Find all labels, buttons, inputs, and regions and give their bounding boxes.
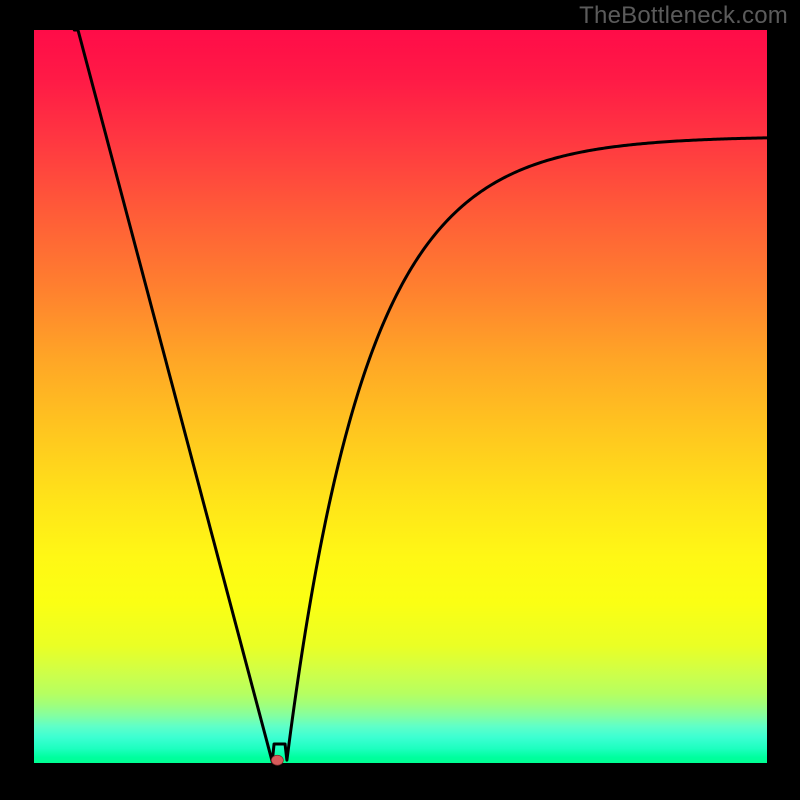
optimum-marker bbox=[271, 755, 283, 765]
plot-background bbox=[34, 30, 767, 763]
chart-frame: TheBottleneck.com bbox=[0, 0, 800, 800]
bottleneck-chart bbox=[0, 0, 800, 800]
